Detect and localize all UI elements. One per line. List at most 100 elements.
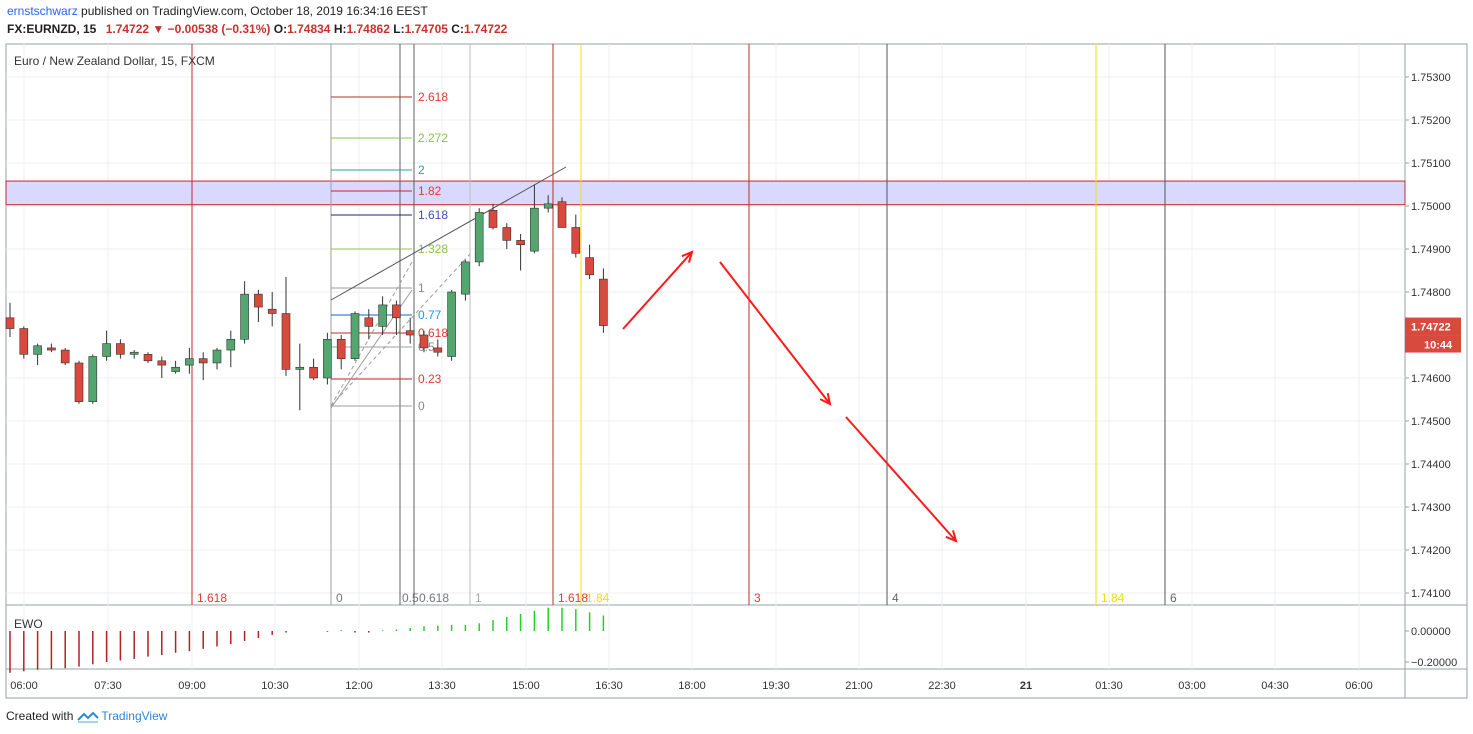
price-tick-label: 1.75300 <box>1411 72 1451 84</box>
candle-body <box>171 366 180 372</box>
candle <box>60 347 70 366</box>
time-tick-label: 03:00 <box>1178 680 1206 692</box>
candle-body <box>461 261 470 295</box>
candle <box>47 343 56 353</box>
footer-prefix: Created with <box>6 709 74 723</box>
footer-brand[interactable]: TradingView <box>101 709 168 723</box>
price-tick-label: 1.75100 <box>1411 158 1451 170</box>
countdown-label: 10:44 <box>1424 340 1453 352</box>
candle-body <box>392 304 401 319</box>
candle-body <box>5 317 15 329</box>
candle-body <box>102 343 111 357</box>
fib-time-label: 0 <box>336 591 343 605</box>
fib-time-label: 6 <box>1170 591 1177 605</box>
candle <box>240 281 249 344</box>
candle-body <box>129 351 139 355</box>
candle-body <box>198 358 208 364</box>
candle <box>543 195 553 213</box>
candle <box>323 332 332 385</box>
projection-arrow-down <box>845 416 958 543</box>
candle-body <box>543 203 553 209</box>
price-change: −0.00538 (−0.31%) <box>167 22 271 36</box>
high-value: 1.74862 <box>346 22 390 36</box>
candles <box>5 184 608 411</box>
fib-time-label: 4 <box>892 591 899 605</box>
indicator-name: EWO <box>14 617 43 631</box>
time-tick-label: 19:30 <box>762 680 790 692</box>
candle-body <box>336 338 346 359</box>
fib-level-label: 2.618 <box>418 90 448 104</box>
last-price-box <box>1405 317 1461 336</box>
trendline-upper <box>330 166 567 301</box>
candle-body <box>474 212 484 263</box>
candle <box>19 326 29 359</box>
candle <box>88 354 98 404</box>
price-tick-label: 1.74600 <box>1411 373 1451 385</box>
candle <box>364 309 374 340</box>
time-tick-label: 04:30 <box>1261 680 1289 692</box>
candle <box>474 208 484 267</box>
indicator-tick-label: 0.00000 <box>1411 626 1451 638</box>
candle <box>585 244 594 280</box>
time-tick-label: 09:00 <box>178 680 206 692</box>
fib-time-label: 1.84 <box>586 591 610 605</box>
candle <box>336 335 346 370</box>
time-tick-label: 22:30 <box>928 680 956 692</box>
candle <box>267 292 277 327</box>
time-tick-label: 21:00 <box>845 680 873 692</box>
arrow-head <box>945 530 958 543</box>
publisher-username[interactable]: ernstschwarz <box>7 4 78 18</box>
candle <box>309 358 318 381</box>
time-tick-label: 10:30 <box>261 680 289 692</box>
candle <box>74 360 84 404</box>
candle <box>116 339 125 359</box>
fib-time-label: 0.5 <box>402 591 419 605</box>
candle <box>599 268 608 333</box>
candle <box>571 214 581 258</box>
high-label: H: <box>333 22 347 36</box>
close-value: 1.74722 <box>463 22 508 36</box>
time-tick-label: 07:30 <box>94 680 122 692</box>
candle <box>405 317 415 344</box>
candle <box>198 352 208 381</box>
time-tick-label: 18:00 <box>678 680 706 692</box>
candle <box>33 343 42 366</box>
price-tick-label: 1.74800 <box>1411 287 1451 299</box>
price-tick-label: 1.74500 <box>1411 416 1451 428</box>
candle-body <box>364 317 374 327</box>
candle <box>502 223 512 249</box>
candle-body <box>516 240 525 245</box>
candle-body <box>240 293 249 340</box>
low-label: L: <box>393 22 405 36</box>
candle <box>129 350 139 359</box>
open-label: O: <box>273 22 288 36</box>
candle <box>102 330 111 361</box>
time-tick-label: 12:00 <box>345 680 373 692</box>
candle-body <box>378 304 387 327</box>
open-value: 1.74834 <box>287 22 331 36</box>
fib-level-label: 0.77 <box>418 308 442 322</box>
fib-level-label: 1 <box>418 281 425 295</box>
time-tick-label: 01:30 <box>1095 680 1123 692</box>
fib-time-label: 1.618 <box>558 591 588 605</box>
fib-level-label: 1.82 <box>418 184 442 198</box>
candle <box>557 197 567 228</box>
candle-body <box>185 358 194 366</box>
projection-arrow-up <box>622 250 694 330</box>
down-arrow-icon: ▼ <box>152 22 165 36</box>
fib-dashed-line <box>330 253 471 407</box>
fib-level-label: 0 <box>418 399 425 413</box>
resistance-zone <box>5 180 1406 206</box>
candle-body <box>530 207 539 252</box>
candle-body <box>47 347 56 351</box>
candle-body <box>19 328 29 355</box>
price-tick-label: 1.74900 <box>1411 244 1451 256</box>
candle <box>254 289 263 323</box>
arrow-head <box>681 250 694 263</box>
fib-level-label: 1.618 <box>418 208 448 222</box>
candle-body <box>33 345 42 355</box>
candle-body <box>405 330 415 336</box>
fib-extension: 2.6182.27221.821.6181.32810.770.6180.50.… <box>330 90 471 413</box>
